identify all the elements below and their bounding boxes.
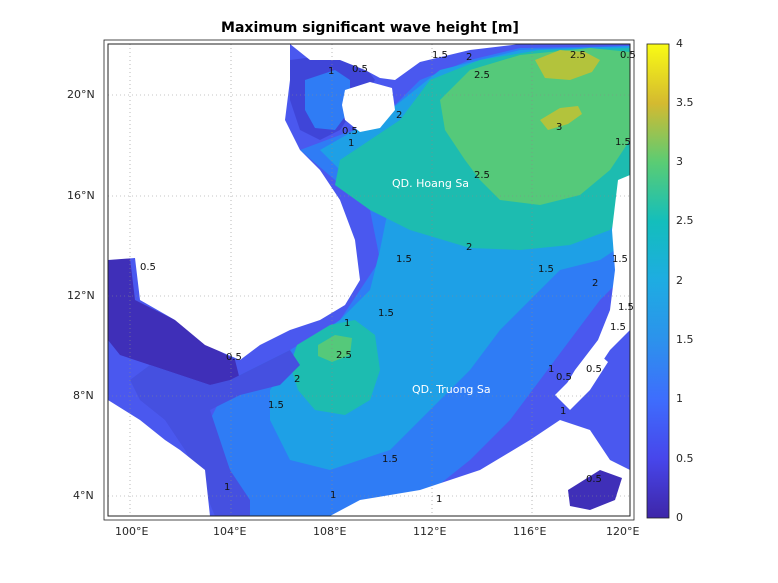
contour-label: 1 (560, 406, 566, 417)
colorbar-tick-label: 1.5 (676, 333, 694, 346)
contour-label: 1.5 (610, 322, 626, 333)
y-tick-label: 20°N (67, 88, 95, 101)
colorbar-tick-label: 2 (676, 274, 683, 287)
gulf-of-thailand (108, 258, 240, 385)
contour-label: 2.5 (474, 70, 490, 81)
contour-label: 0.5 (352, 64, 368, 75)
gulf-of-tonkin-inner (305, 70, 350, 130)
contour-label: 0.5 (586, 364, 602, 375)
contour-label: 2 (294, 374, 300, 385)
contour-label: 1.5 (382, 454, 398, 465)
y-tick-label: 8°N (73, 389, 94, 402)
contour-label: 3 (556, 122, 562, 133)
contour-label: 2 (592, 278, 598, 289)
contour-label: 0.5 (226, 352, 242, 363)
colorbar-tick-label: 0 (676, 511, 683, 524)
x-tick-label: 116°E (513, 525, 547, 538)
graticule (108, 44, 630, 516)
contour-label: 2 (466, 242, 472, 253)
y-tick-label: 12°N (67, 289, 95, 302)
y-tick-label: 16°N (67, 189, 95, 202)
place-label-truong-sa: QD. Truong Sa (412, 383, 491, 396)
colorbar-tick-label: 1 (676, 392, 683, 405)
contour-label: 1 (330, 490, 336, 501)
land-hainan (342, 82, 395, 132)
colorbar-tick-label: 0.5 (676, 452, 694, 465)
contour-labels: 1 0.5 1.5 2.5 2 0.5 1 2 2.5 3 2.5 1.5 2 … (140, 50, 636, 505)
x-tick-label: 100°E (115, 525, 149, 538)
contour-band-2_5-south (318, 335, 352, 362)
contour-label: 2.5 (336, 350, 352, 361)
land-china-south (290, 44, 520, 80)
land-indochina (108, 44, 360, 360)
contour-label: 1.5 (618, 302, 634, 313)
contour-label: 1 (344, 318, 350, 329)
contour-label: 0.5 (556, 372, 572, 383)
contour-band-3-north-2 (540, 106, 582, 130)
land-south-tip (108, 400, 210, 516)
contour-label: 1.5 (538, 264, 554, 275)
contour-label: 1 (348, 138, 354, 149)
contour-label: 2.5 (474, 170, 490, 181)
x-tick-label: 104°E (213, 525, 247, 538)
contour-label: 1.5 (378, 308, 394, 319)
contour-label: 2 (466, 52, 472, 63)
contour-band-3-north (535, 50, 600, 80)
colorbar-tick-label: 3 (676, 155, 683, 168)
contour-label: 1 (548, 364, 554, 375)
contour-label: 1.5 (612, 254, 628, 265)
contour-label: 1.5 (615, 137, 631, 148)
contour-label: 1.5 (268, 400, 284, 411)
gulf-of-thailand-2 (130, 350, 300, 516)
contour-label: 0.5 (586, 474, 602, 485)
colorbar-tick-label: 2.5 (676, 214, 694, 227)
contour-label: 1 (224, 482, 230, 493)
contour-label: 0.5 (342, 126, 358, 137)
colorbar-tick-label: 4 (676, 37, 683, 50)
x-tick-label: 112°E (413, 525, 447, 538)
map-frame (107, 43, 631, 517)
contour-label: 2.5 (570, 50, 586, 61)
contour-label: 1 (328, 66, 334, 77)
land-philippines (560, 175, 630, 400)
place-label-hoang-sa: QD. Hoang Sa (392, 177, 470, 190)
land-borneo (330, 420, 630, 516)
map-title: Maximum significant wave height [m] (221, 20, 519, 36)
colorbar (646, 43, 670, 519)
colorbar-tick-label: 3.5 (676, 96, 694, 109)
y-tick-label: 4°N (73, 489, 94, 502)
x-tick-label: 120°E (606, 525, 640, 538)
contour-label: 1 (436, 494, 442, 505)
contour-label: 1.5 (396, 254, 412, 265)
x-tick-label: 108°E (313, 525, 347, 538)
land-sabah-water (568, 470, 622, 510)
contour-label: 0.5 (140, 262, 156, 273)
contour-label: 1.5 (432, 50, 448, 61)
contour-label: 0.5 (620, 50, 636, 61)
contour-label: 2 (396, 110, 402, 121)
contour-band-2_5-3-north (440, 48, 630, 205)
contour-band-2-south (290, 320, 380, 415)
map-frame-inner (103, 39, 635, 521)
